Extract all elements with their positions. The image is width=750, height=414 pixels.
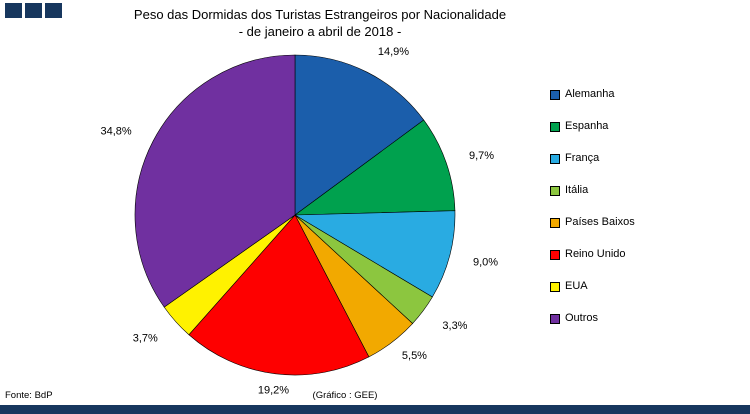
legend-label: Itália (565, 184, 589, 196)
legend-label: Alemanha (565, 88, 615, 100)
legend-item-espanha: Espanha (550, 120, 635, 152)
chart-title-line1: Peso das Dormidas dos Turistas Estrangei… (133, 7, 507, 22)
pie-slice-outros (134, 54, 296, 308)
legend-swatch (550, 90, 560, 100)
legend-item-outros: Outros (550, 312, 635, 344)
legend-label: Espanha (565, 120, 609, 132)
three-squares-logo (5, 3, 62, 18)
pie-slice-reino-unido (188, 214, 370, 376)
legend-swatch (550, 250, 560, 260)
chart-title-line2: - de janeiro a abril de 2018 - (238, 24, 402, 39)
slice-percent-label: 9,0% (473, 257, 498, 269)
credit-note: (Gráfico : GEE) (312, 390, 378, 401)
logo-square (5, 3, 22, 18)
legend-label: Países Baixos (565, 216, 635, 228)
logo-square (45, 3, 62, 18)
legend-item-frança: França (550, 152, 635, 184)
legend-label: França (565, 152, 600, 164)
slice-percent-label: 14,9% (378, 46, 409, 58)
chart-title: Peso das Dormidas dos Turistas Estrangei… (0, 6, 640, 40)
legend-label: EUA (565, 280, 588, 292)
slice-percent-label: 9,7% (469, 150, 494, 162)
legend-label: Outros (565, 312, 599, 324)
logo-square (25, 3, 42, 18)
slice-percent-label: 3,3% (442, 320, 467, 332)
legend-swatch (550, 186, 560, 196)
legend-item-países-baixos: Países Baixos (550, 216, 635, 248)
pie-slice-espanha (294, 119, 456, 216)
legend-swatch (550, 218, 560, 228)
legend-label: Reino Unido (565, 248, 626, 260)
legend-item-itália: Itália (550, 184, 635, 216)
legend-item-reino-unido: Reino Unido (550, 248, 635, 280)
legend-swatch (550, 122, 560, 132)
legend-item-alemanha: Alemanha (550, 88, 635, 120)
chart-legend: Alemanha Espanha França Itália Países Baixos… (550, 88, 635, 344)
slice-percent-label: 5,5% (402, 350, 427, 362)
source-note: Fonte: BdP (5, 390, 53, 401)
slice-percent-label: 19,2% (258, 385, 289, 397)
legend-swatch (550, 154, 560, 164)
legend-item-eua: EUA (550, 280, 635, 312)
bottom-accent-bar (0, 405, 750, 414)
slice-percent-label: 34,8% (100, 125, 131, 137)
pie-slice-alemanha (294, 54, 425, 216)
slice-percent-label: 3,7% (133, 333, 158, 345)
legend-swatch (550, 314, 560, 324)
pie-slice-frança (293, 210, 456, 298)
legend-swatch (550, 282, 560, 292)
